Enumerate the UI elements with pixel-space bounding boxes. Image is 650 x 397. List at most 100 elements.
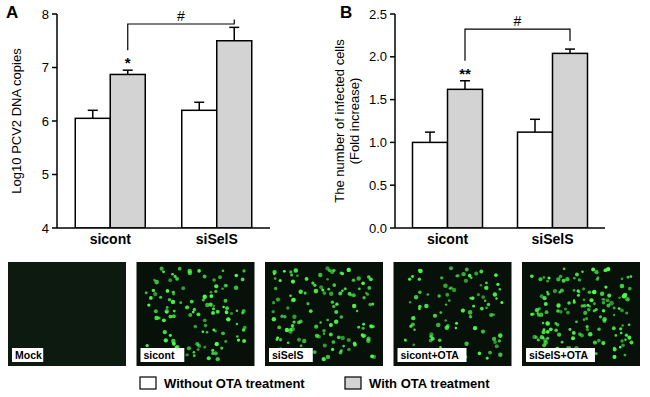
- cell: [573, 299, 575, 301]
- cell: [412, 344, 415, 347]
- y-axis: [394, 14, 396, 228]
- cell: [332, 340, 336, 344]
- legend-label: With OTA treatment: [369, 376, 490, 391]
- image-panel: Mock: [8, 262, 126, 366]
- cell: [274, 277, 277, 280]
- cell: [317, 335, 321, 339]
- cell: [486, 357, 489, 360]
- cell: [145, 344, 148, 347]
- cell: [289, 270, 292, 273]
- cell: [595, 352, 598, 355]
- cell: [234, 285, 239, 290]
- cell: [352, 278, 356, 282]
- cell: [216, 357, 220, 361]
- cell: [187, 346, 191, 350]
- cell: [297, 321, 301, 325]
- cell: [313, 284, 316, 287]
- cell: [594, 270, 598, 274]
- cell: [152, 289, 155, 292]
- error-stem: [534, 119, 536, 132]
- error-bar: [460, 81, 470, 90]
- cell: [444, 319, 446, 321]
- cell: [484, 286, 488, 290]
- error-stem: [234, 27, 236, 40]
- cell: [362, 327, 365, 330]
- cell: [154, 309, 158, 313]
- cell: [237, 338, 240, 341]
- cell: [306, 302, 309, 305]
- cell: [236, 323, 238, 325]
- cell: [203, 318, 207, 322]
- cell: [171, 300, 175, 304]
- cell: [214, 284, 218, 288]
- error-stem: [429, 132, 431, 142]
- cell: [334, 319, 339, 324]
- y-tick-label: 8: [42, 7, 49, 22]
- cell: [625, 311, 628, 314]
- significance-mark: **: [459, 65, 471, 82]
- cell: [366, 293, 369, 296]
- comparison-mark: #: [514, 13, 522, 29]
- cell: [272, 317, 276, 321]
- cell: [542, 322, 544, 324]
- cell: [484, 299, 486, 301]
- y-tick-label: 1.0: [369, 135, 387, 150]
- cell: [353, 343, 357, 347]
- y-axis-label: Log10 PCV2 DNA copies: [9, 48, 24, 194]
- cell: [436, 323, 440, 327]
- cell: [566, 311, 570, 315]
- cell: [153, 292, 157, 296]
- cell: [225, 306, 229, 310]
- cell: [625, 334, 628, 337]
- cell: [544, 302, 548, 306]
- image-label-box: [141, 348, 185, 362]
- cell: [147, 303, 150, 306]
- cell: [185, 353, 188, 356]
- error-bar: [425, 132, 435, 142]
- cell: [625, 297, 629, 301]
- cell: [322, 357, 326, 361]
- cell: [559, 275, 563, 279]
- cell: [479, 269, 483, 273]
- cell: [624, 339, 627, 342]
- cell: [455, 327, 458, 330]
- y-axis-label: The number of infected cells: [332, 39, 347, 203]
- cell: [329, 323, 333, 327]
- y-tick-label: 6: [42, 114, 49, 129]
- cell: [318, 273, 322, 277]
- cell: [242, 339, 246, 343]
- cell: [341, 290, 344, 293]
- cell: [602, 309, 605, 312]
- cell: [242, 269, 245, 272]
- image-background: [265, 262, 383, 366]
- cell: [530, 274, 534, 278]
- comparison-bracket: [465, 29, 570, 61]
- cell: [158, 316, 161, 319]
- cell: [545, 310, 549, 314]
- cell: [165, 311, 168, 314]
- cell: [210, 291, 213, 294]
- cell: [362, 323, 365, 326]
- cell: [621, 277, 624, 280]
- cell: [545, 321, 550, 326]
- cell: [571, 336, 575, 340]
- cell: [412, 317, 415, 320]
- cell: [589, 305, 591, 307]
- cell: [168, 278, 172, 282]
- cell: [597, 339, 601, 343]
- cell: [329, 292, 333, 296]
- figure: ALog10 PCV2 DNA copies45678sicontsiSelS*…: [0, 0, 650, 397]
- cell: [480, 307, 484, 311]
- cell: [313, 350, 317, 354]
- cell: [593, 302, 596, 305]
- cell: [619, 346, 622, 349]
- cell: [203, 295, 207, 299]
- cell: [498, 353, 502, 357]
- cell: [225, 284, 228, 287]
- cell: [283, 270, 286, 273]
- cell: [411, 322, 415, 326]
- cell: [197, 348, 200, 351]
- cell: [165, 309, 169, 313]
- cell: [204, 324, 208, 328]
- cell: [291, 298, 295, 302]
